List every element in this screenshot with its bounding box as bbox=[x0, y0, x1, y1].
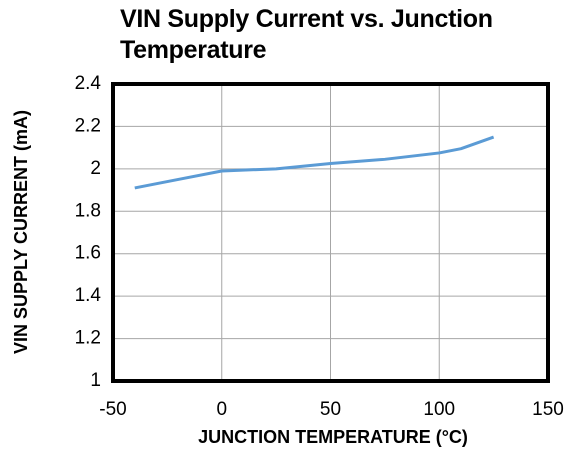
y-tick-label: 2 bbox=[90, 158, 101, 179]
y-tick-label: 2.4 bbox=[75, 73, 102, 94]
y-tick-label: 1.6 bbox=[75, 243, 101, 264]
data-line bbox=[134, 135, 495, 190]
y-tick-label: 1.4 bbox=[75, 285, 102, 306]
chart-title: VIN Supply Current vs. Junction Temperat… bbox=[120, 5, 493, 64]
y-tick-label: 1 bbox=[90, 370, 101, 391]
y-axis-title: VIN SUPPLY CURRENT (mA) bbox=[11, 110, 31, 354]
x-tick-label: 150 bbox=[532, 399, 564, 420]
y-tick-label: 1.8 bbox=[75, 200, 101, 221]
x-tick-label: 0 bbox=[216, 399, 227, 420]
x-tick-label: 50 bbox=[320, 399, 341, 420]
y-tick-label: 1.2 bbox=[75, 328, 101, 349]
x-tick-label: -50 bbox=[99, 399, 126, 420]
x-axis-title: JUNCTION TEMPERATURE (°C) bbox=[198, 427, 468, 447]
y-tick-label: 2.2 bbox=[75, 115, 101, 136]
x-tick-label: 100 bbox=[423, 399, 455, 420]
plot-frame bbox=[111, 82, 550, 383]
